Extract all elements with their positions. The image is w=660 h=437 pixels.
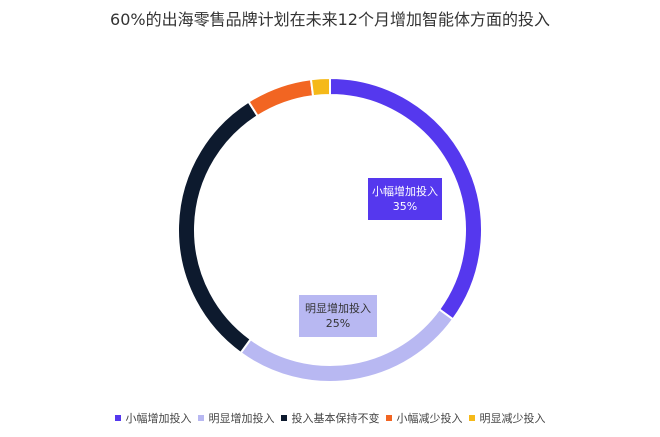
legend-item[interactable]: 明显增加投入	[197, 410, 275, 426]
data-label-name: 小幅增加投入	[372, 185, 438, 198]
data-label-value: 35%	[392, 200, 418, 213]
data-label-name: 明显增加投入	[305, 302, 371, 315]
data-label-small-increase: 小幅增加投入 35%	[368, 178, 442, 220]
legend-item[interactable]: 小幅减少投入	[385, 410, 463, 426]
data-label-significant-increase: 明显增加投入 25%	[299, 295, 377, 337]
legend-swatch	[385, 415, 392, 421]
legend-label: 小幅增加投入	[125, 412, 192, 425]
legend-label: 明显增加投入	[208, 412, 275, 425]
donut-slice-3	[247, 78, 315, 118]
legend-item[interactable]: 小幅增加投入	[114, 410, 192, 426]
legend-label: 明显减少投入	[479, 412, 546, 425]
legend-label: 小幅减少投入	[396, 412, 463, 425]
legend-swatch	[468, 415, 475, 421]
legend-swatch	[197, 415, 204, 421]
chart-title: 60%的出海零售品牌计划在未来12个月增加智能体方面的投入	[110, 10, 550, 29]
legend-label: 投入基本保持不变	[291, 412, 380, 425]
legend-item[interactable]: 投入基本保持不变	[280, 410, 380, 426]
legend: 小幅增加投入 明显增加投入 投入基本保持不变 小幅减少投入 明显减少投入	[0, 410, 660, 426]
data-label-value: 25%	[325, 317, 351, 330]
legend-swatch	[114, 415, 121, 421]
donut-slice-2	[177, 100, 260, 355]
legend-swatch	[280, 415, 287, 421]
legend-item[interactable]: 明显减少投入	[468, 410, 546, 426]
donut-slice-4	[309, 76, 331, 98]
